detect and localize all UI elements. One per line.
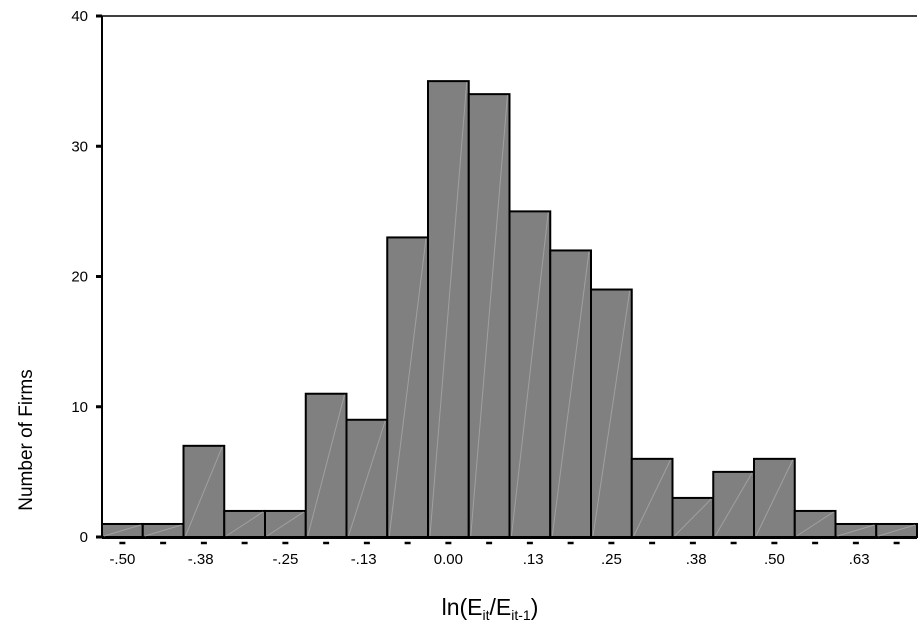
x-axis-label-sub2: it-1 bbox=[511, 607, 531, 623]
bar-shading-line bbox=[429, 82, 468, 537]
bar-shading-line bbox=[837, 524, 875, 537]
x-tick-label: .38 bbox=[686, 551, 707, 568]
y-tick-label: 0 bbox=[80, 529, 88, 546]
bar-shading-line bbox=[511, 212, 549, 537]
x-tick-label: .25 bbox=[601, 551, 622, 568]
y-tick-label: 20 bbox=[71, 269, 88, 286]
bar-shading-line bbox=[348, 420, 386, 537]
bar-shading-line bbox=[144, 524, 182, 537]
x-axis-label-sub1: it bbox=[483, 607, 490, 623]
y-tick-label: 30 bbox=[71, 138, 88, 155]
bar-shading-line bbox=[878, 524, 916, 537]
x-tick-label: .13 bbox=[523, 551, 544, 568]
y-axis-label: Number of Firms bbox=[16, 369, 37, 510]
bar-shading-line bbox=[755, 459, 794, 537]
x-ticks-group: -.50 -.38 -.25 -.13 0.00 .13 .25 .38 .50 .63 bbox=[109, 541, 900, 568]
x-axis-label-mid: /E bbox=[490, 594, 512, 620]
x-axis-label: ln(Eit/Eit-1) bbox=[442, 594, 539, 623]
bar-shading-line bbox=[674, 498, 712, 537]
bar-shading-line bbox=[266, 511, 305, 537]
bar-shading-line bbox=[714, 472, 753, 537]
x-tick-label: 0.00 bbox=[434, 551, 463, 568]
bar-shading-line bbox=[633, 459, 671, 537]
bar-shading-line bbox=[796, 511, 834, 537]
x-axis-label-end: ) bbox=[531, 594, 539, 620]
bar-shading-line bbox=[388, 238, 427, 537]
y-ticks-group: 0 10 20 30 40 bbox=[71, 8, 102, 546]
y-tick-label: 40 bbox=[71, 8, 88, 25]
y-tick-label: 10 bbox=[71, 399, 88, 416]
bar-shading-line bbox=[185, 446, 223, 537]
bar-shading-line bbox=[470, 95, 508, 537]
x-axis-label-base: ln(E bbox=[442, 594, 483, 620]
x-tick-label: -.50 bbox=[109, 551, 135, 568]
bar-shading-line bbox=[551, 251, 590, 537]
bar-shading-line bbox=[225, 511, 264, 537]
bar-shading-line bbox=[592, 290, 631, 537]
bar-shading-line bbox=[307, 394, 345, 537]
x-tick-label: .50 bbox=[764, 551, 785, 568]
bar-shading-line bbox=[103, 524, 141, 537]
x-tick-label: -.13 bbox=[351, 551, 377, 568]
bars-group bbox=[101, 80, 918, 539]
x-tick-label: .63 bbox=[849, 551, 870, 568]
x-tick-label: -.25 bbox=[272, 551, 298, 568]
x-tick-label: -.38 bbox=[188, 551, 214, 568]
